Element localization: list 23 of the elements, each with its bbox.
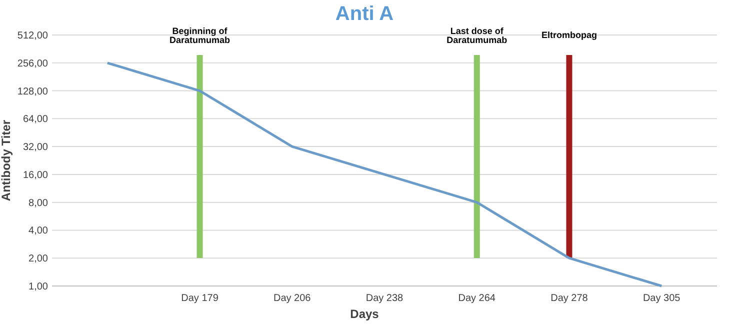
ref-line-label: Eltrombopag (541, 30, 597, 40)
chart-title: Anti A (335, 3, 394, 25)
y-tick-label: 512,00 (17, 30, 48, 42)
line-series (106, 62, 663, 288)
y-tick-label: 16,00 (22, 170, 48, 181)
x-tick-label: Day 179 (181, 293, 219, 304)
y-tick-label: 1,00 (28, 282, 48, 292)
y-tick-label: 8,00 (28, 198, 48, 209)
y-axis-title: Antibody Titer (0, 120, 13, 202)
y-tick-label: 128,00 (17, 86, 48, 98)
x-tick-label: Day 278 (550, 293, 588, 304)
ref-line-label: Last dose of Daratumumab (446, 26, 508, 45)
x-axis-title: Days (350, 307, 380, 321)
y-tick-label: 64,00 (22, 114, 48, 126)
y-tick-label: 32,00 (22, 142, 48, 154)
x-tick-label: Day 206 (274, 293, 312, 304)
x-tick-label: Day 238 (366, 293, 404, 304)
ref-line-label: Beginning of Daratumumab (170, 26, 231, 45)
x-tick-label: Day 264 (458, 293, 496, 304)
x-tick-label: Day 305 (642, 293, 681, 304)
y-tick-label: 256,00 (17, 58, 48, 70)
y-tick-label: 2,00 (28, 254, 48, 265)
y-tick-label: 4,00 (28, 226, 48, 237)
